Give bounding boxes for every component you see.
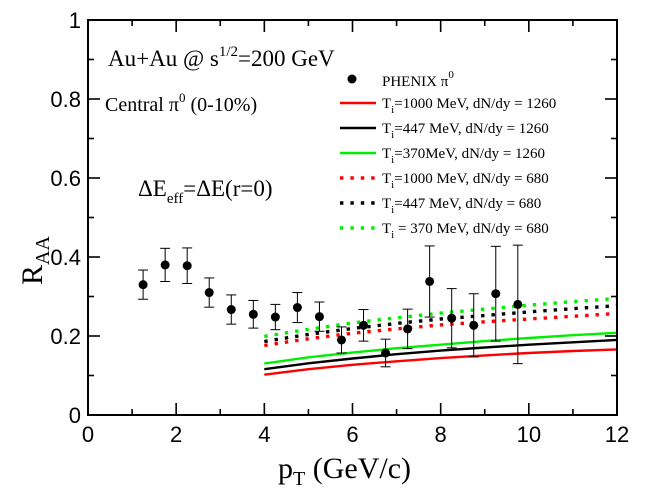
data-point (292, 292, 303, 324)
data-point (512, 244, 523, 365)
model-curve-1 (264, 348, 618, 376)
legend-label-phenix: PHENIX π0 (382, 69, 454, 90)
data-marker (447, 313, 457, 323)
data-point (314, 301, 325, 332)
y-tick-label: 1 (69, 8, 81, 33)
x-tick-label: 6 (346, 422, 358, 447)
data-point (270, 303, 281, 331)
x-tick-label: 0 (82, 422, 94, 447)
model-curve-4 (264, 311, 618, 348)
data-marker (160, 260, 170, 270)
x-tick-label: 8 (435, 422, 447, 447)
model-curve-3 (264, 331, 618, 365)
data-points (138, 244, 523, 368)
data-marker (425, 276, 435, 286)
data-marker (182, 261, 192, 271)
model-curve-2 (264, 338, 618, 371)
data-marker (491, 289, 501, 299)
annotation-collision: Au+Au @ s1/2=200 GeV (108, 44, 335, 71)
x-tick-label: 12 (605, 422, 629, 447)
data-point (402, 308, 413, 350)
annotation-centrality: Central π0 (0-10%) (105, 90, 257, 116)
legend-label-2: Ti=447 MeV, dN/dy = 1260 (382, 121, 549, 141)
data-point (160, 247, 171, 282)
model-curve-5 (264, 303, 618, 344)
model-curve-6 (264, 296, 618, 339)
data-point (424, 245, 435, 318)
x-tick-label: 2 (170, 422, 182, 447)
data-marker (204, 288, 214, 298)
data-point (138, 269, 149, 300)
data-point (226, 294, 237, 325)
legend-marker-phenix (347, 74, 357, 84)
data-point (446, 288, 457, 349)
data-marker (314, 312, 324, 322)
axis-ticks (87, 19, 618, 416)
data-marker (381, 348, 391, 358)
axis-tick-labels: 0 2 4 6 8 10 12 0 0.2 0.4 0.6 0.8 1 (50, 8, 629, 447)
x-tick-label: 4 (258, 422, 270, 447)
data-point (380, 338, 391, 368)
legend-label-3: Ti=370MeV, dN/dy = 1260 (382, 146, 545, 166)
annotation-energy-loss: ΔEeff=ΔE(r=0) (138, 176, 273, 207)
data-point (468, 293, 479, 358)
y-tick-label: 0.2 (50, 324, 81, 349)
y-axis-label: RAA (16, 236, 54, 285)
data-marker (359, 320, 369, 330)
data-marker (248, 309, 258, 319)
y-tick-label: 0.8 (50, 87, 81, 112)
y-tick-label: 0.6 (50, 166, 81, 191)
data-marker (513, 299, 523, 309)
legend-label-1: Ti=1000 MeV, dN/dy = 1260 (382, 96, 556, 116)
model-curves (264, 296, 618, 376)
legend-label-4: Ti=1000 MeV, dN/dy = 680 (382, 171, 549, 191)
data-marker (270, 312, 280, 322)
data-marker (292, 303, 302, 313)
x-axis-label: pT (GeV/c) (278, 452, 411, 490)
y-tick-label: 0 (69, 403, 81, 428)
legend: PHENIX π0 Ti=1000 MeV, dN/dy = 1260 Ti=44… (340, 69, 556, 241)
data-marker (226, 305, 236, 315)
data-marker (469, 320, 479, 330)
x-tick-label: 10 (517, 422, 541, 447)
data-point (204, 277, 215, 308)
data-marker (336, 335, 346, 345)
data-point (358, 309, 369, 342)
legend-label-5: Ti=447 MeV, dN/dy = 680 (382, 196, 541, 216)
data-point (490, 245, 501, 342)
data-point (336, 326, 347, 354)
data-point (182, 247, 193, 284)
legend-label-6: Ti = 370 MeV, dN/dy = 680 (382, 221, 549, 241)
y-tick-label: 0.4 (50, 245, 81, 270)
data-marker (403, 324, 413, 334)
data-point (248, 299, 259, 329)
data-marker (138, 280, 148, 290)
